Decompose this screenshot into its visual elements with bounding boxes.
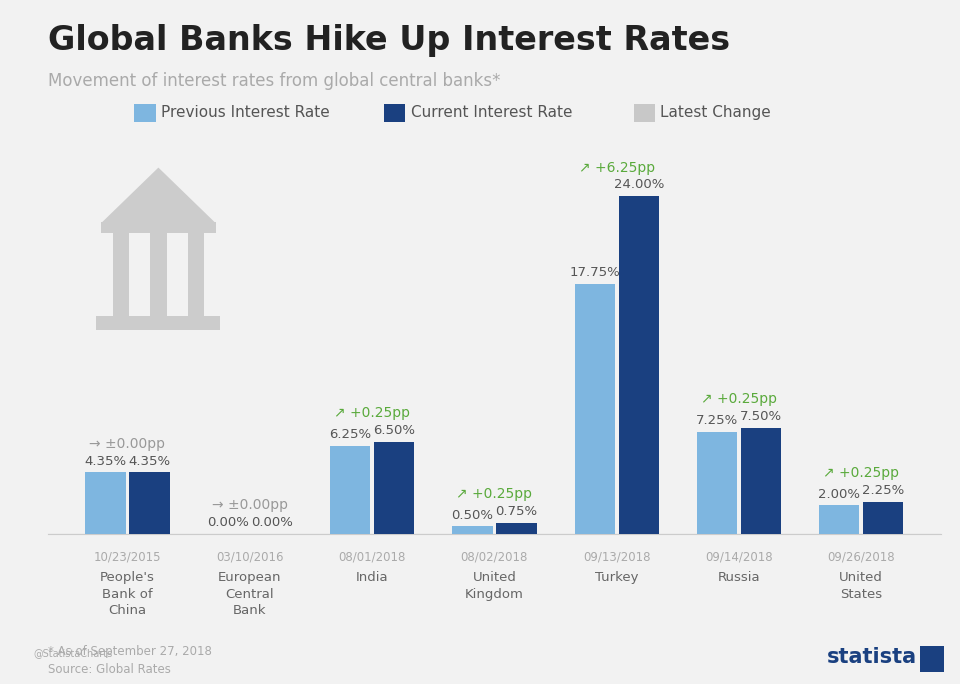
Bar (574, 284, 614, 534)
Polygon shape (102, 168, 215, 223)
Bar (330, 446, 371, 534)
Text: 08/01/2018: 08/01/2018 (339, 551, 406, 564)
Bar (112, 233, 129, 317)
Bar (819, 505, 859, 534)
Bar (374, 443, 415, 534)
Bar (452, 527, 492, 534)
Text: Movement of interest rates from global central banks*: Movement of interest rates from global c… (48, 72, 500, 90)
Text: 10/23/2015: 10/23/2015 (94, 551, 161, 564)
Text: 2.25%: 2.25% (862, 484, 904, 497)
Text: United
States: United States (839, 571, 883, 601)
Text: 4.35%: 4.35% (129, 454, 171, 467)
Text: 2.00%: 2.00% (818, 488, 860, 501)
Text: * As of September 27, 2018: * As of September 27, 2018 (48, 645, 212, 658)
Text: 09/13/2018: 09/13/2018 (583, 551, 651, 564)
Text: Turkey: Turkey (595, 571, 638, 584)
Bar (130, 473, 170, 534)
Text: ↗ +0.25pp: ↗ +0.25pp (824, 466, 900, 480)
Text: Current Interest Rate: Current Interest Rate (411, 105, 572, 120)
Text: 03/10/2016: 03/10/2016 (216, 551, 283, 564)
Text: 08/02/2018: 08/02/2018 (461, 551, 528, 564)
Text: 6.50%: 6.50% (373, 424, 415, 437)
Text: 7.25%: 7.25% (696, 414, 738, 427)
Bar (150, 233, 167, 317)
Text: @StatistaCharts: @StatistaCharts (34, 648, 113, 658)
Text: 0.50%: 0.50% (451, 509, 493, 522)
Text: 0.75%: 0.75% (495, 505, 538, 518)
Text: → ±0.00pp: → ±0.00pp (89, 436, 165, 451)
Text: statista: statista (827, 647, 917, 667)
Text: 0.00%: 0.00% (251, 516, 293, 529)
Text: 4.35%: 4.35% (84, 454, 127, 467)
Text: 0.00%: 0.00% (206, 516, 249, 529)
Text: 09/26/2018: 09/26/2018 (828, 551, 895, 564)
Bar (697, 432, 737, 534)
Bar (85, 473, 126, 534)
Text: 09/14/2018: 09/14/2018 (706, 551, 773, 564)
Text: 24.00%: 24.00% (613, 179, 664, 192)
Text: 17.75%: 17.75% (569, 266, 620, 279)
Text: Global Banks Hike Up Interest Rates: Global Banks Hike Up Interest Rates (48, 24, 731, 57)
Text: 7.50%: 7.50% (740, 410, 782, 423)
Bar (741, 428, 781, 534)
Text: ↗ +0.25pp: ↗ +0.25pp (334, 406, 410, 421)
Text: Source: Global Rates: Source: Global Rates (48, 663, 171, 676)
Text: ↗ +0.25pp: ↗ +0.25pp (456, 487, 533, 501)
Bar (96, 316, 221, 330)
Text: People's
Bank of
China: People's Bank of China (100, 571, 155, 617)
Text: Latest Change: Latest Change (660, 105, 771, 120)
Bar (188, 233, 204, 317)
Bar (863, 502, 903, 534)
Text: → ±0.00pp: → ±0.00pp (212, 498, 288, 512)
Text: ↗ +0.25pp: ↗ +0.25pp (701, 393, 777, 406)
Bar (496, 523, 537, 534)
Bar (618, 196, 659, 534)
Text: 6.25%: 6.25% (329, 428, 372, 440)
Text: ↗ +6.25pp: ↗ +6.25pp (579, 161, 655, 174)
Text: United
Kingdom: United Kingdom (465, 571, 524, 601)
Bar (102, 222, 215, 233)
Text: Russia: Russia (718, 571, 760, 584)
Text: India: India (356, 571, 389, 584)
Text: Previous Interest Rate: Previous Interest Rate (161, 105, 330, 120)
Text: European
Central
Bank: European Central Bank (218, 571, 281, 617)
